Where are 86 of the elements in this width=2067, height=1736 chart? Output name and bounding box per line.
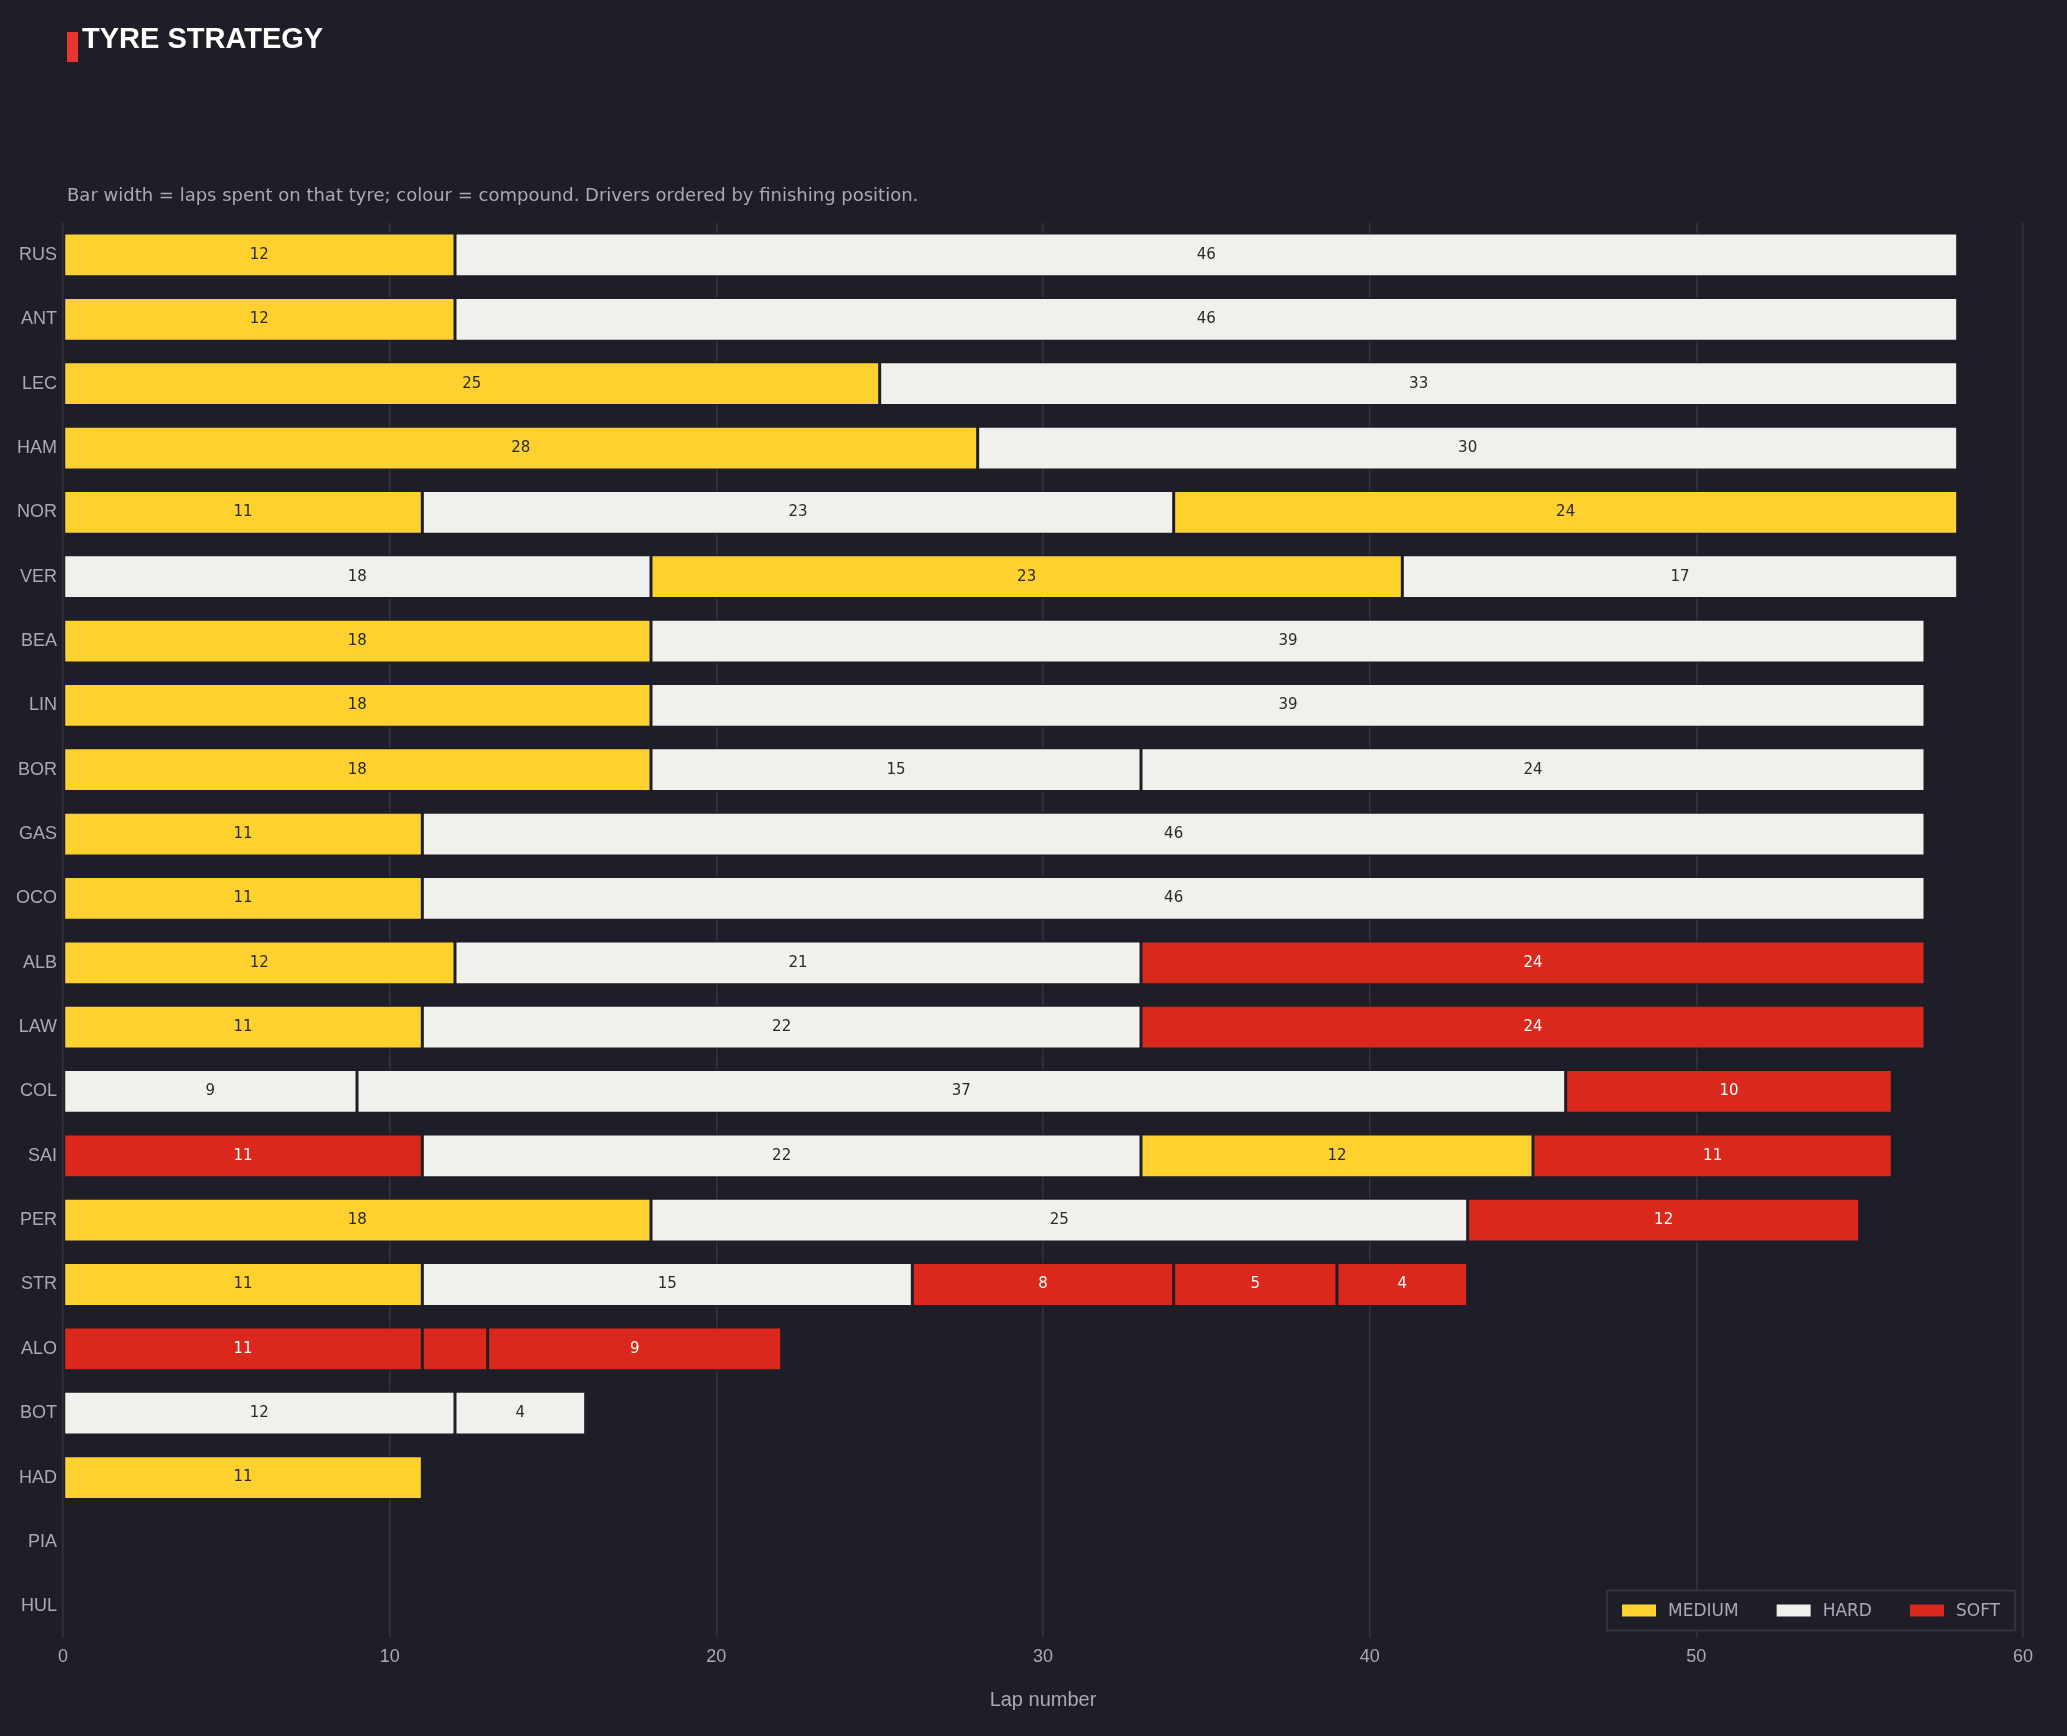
y-tick-label: HAM — [17, 436, 57, 457]
x-tick-label: 40 — [1359, 1646, 1380, 1667]
data-label: 12 — [249, 244, 269, 263]
data-label: 4 — [515, 1403, 526, 1422]
y-tick-label: HAD — [18, 1466, 57, 1487]
y-tick-label: OCO — [15, 887, 57, 908]
data-label: 25 — [462, 373, 482, 392]
x-tick-label: 10 — [379, 1646, 400, 1667]
x-tick-label: 0 — [57, 1646, 69, 1667]
data-label: 4 — [1397, 1274, 1408, 1293]
chart-title: TYRE STRATEGY — [82, 22, 324, 55]
data-label: 39 — [1278, 630, 1298, 649]
data-label: 46 — [1196, 244, 1216, 263]
y-tick-label: HUL — [20, 1595, 57, 1616]
x-tick-label: 20 — [706, 1646, 727, 1667]
y-tick-label: RUS — [18, 243, 57, 264]
data-label: 21 — [788, 952, 808, 971]
legend-label: HARD — [1822, 1599, 1872, 1620]
y-tick-label: LAW — [18, 1016, 58, 1037]
data-label: 23 — [788, 502, 808, 521]
y-tick-label: STR — [21, 1273, 57, 1294]
data-label: 11 — [233, 1338, 253, 1357]
y-tick-label: VER — [19, 565, 57, 586]
x-tick-label: 60 — [2012, 1646, 2034, 1667]
data-label: 22 — [772, 1017, 792, 1036]
chart-subtitle: Bar width = laps spent on that tyre; colour = compound. Drivers ordered by finishing position. — [67, 184, 919, 205]
data-label: 12 — [1327, 1145, 1347, 1164]
data-label: 33 — [1409, 373, 1429, 392]
data-label: 12 — [249, 952, 269, 971]
data-label: 25 — [1049, 1210, 1069, 1229]
y-tick-label: PIA — [27, 1530, 57, 1551]
data-label: 9 — [205, 1081, 216, 1100]
data-label: 18 — [347, 1210, 367, 1229]
data-label: 11 — [233, 1145, 253, 1164]
y-tick-label: ALO — [20, 1337, 57, 1358]
y-tick-label: BOT — [19, 1402, 57, 1423]
y-tick-label: GAS — [18, 823, 57, 844]
data-label: 24 — [1523, 1017, 1543, 1036]
y-tick-label: PER — [19, 1209, 57, 1230]
y-tick-label: ALB — [22, 951, 57, 972]
data-label: 12 — [249, 309, 269, 328]
data-label: 18 — [347, 630, 367, 649]
x-tick-label: 30 — [1032, 1646, 1054, 1667]
y-tick-label: LEC — [21, 372, 57, 393]
y-tick-label: NOR — [17, 501, 57, 522]
data-label: 11 — [233, 888, 253, 907]
data-label: 12 — [249, 1403, 269, 1422]
data-label: 11 — [233, 1274, 253, 1293]
data-label: 37 — [951, 1081, 971, 1100]
data-label: 5 — [1250, 1274, 1261, 1293]
data-label: 46 — [1196, 309, 1216, 328]
data-label: 11 — [233, 502, 253, 521]
x-tick-label: 50 — [1686, 1646, 1707, 1667]
data-label: 11 — [1703, 1145, 1723, 1164]
y-tick-label: BEA — [20, 630, 57, 651]
data-label: 18 — [347, 695, 367, 714]
x-axis-title: Lap number — [989, 1687, 1097, 1710]
y-tick-label: BOR — [17, 758, 57, 779]
data-label: 9 — [629, 1338, 640, 1357]
data-label: 8 — [1038, 1274, 1048, 1293]
data-label: 17 — [1670, 566, 1690, 585]
data-label: 30 — [1458, 437, 1478, 456]
legend-label: MEDIUM — [1668, 1599, 1739, 1620]
y-tick-label: COL — [19, 1080, 57, 1101]
y-tick-label: ANT — [21, 308, 58, 329]
data-label: 18 — [347, 566, 367, 585]
y-tick-label: SAI — [27, 1144, 57, 1165]
y-tick-label: LIN — [28, 694, 57, 715]
data-label: 39 — [1278, 695, 1298, 714]
data-label: 18 — [347, 759, 367, 778]
data-label: 24 — [1523, 759, 1543, 778]
legend-label: SOFT — [1955, 1599, 2001, 1620]
data-label: 24 — [1523, 952, 1543, 971]
data-label: 12 — [1654, 1210, 1674, 1229]
data-label: 11 — [233, 1467, 253, 1486]
data-label: 11 — [233, 1017, 253, 1036]
data-label: 46 — [1164, 823, 1184, 842]
data-label: 28 — [511, 437, 531, 456]
data-label: 23 — [1017, 566, 1037, 585]
data-label: 46 — [1164, 888, 1184, 907]
data-label: 15 — [886, 759, 906, 778]
data-label: 10 — [1719, 1081, 1739, 1100]
data-label: 15 — [657, 1274, 677, 1293]
data-label: 24 — [1556, 502, 1576, 521]
data-label: 11 — [233, 823, 253, 842]
data-label: 22 — [772, 1145, 792, 1164]
